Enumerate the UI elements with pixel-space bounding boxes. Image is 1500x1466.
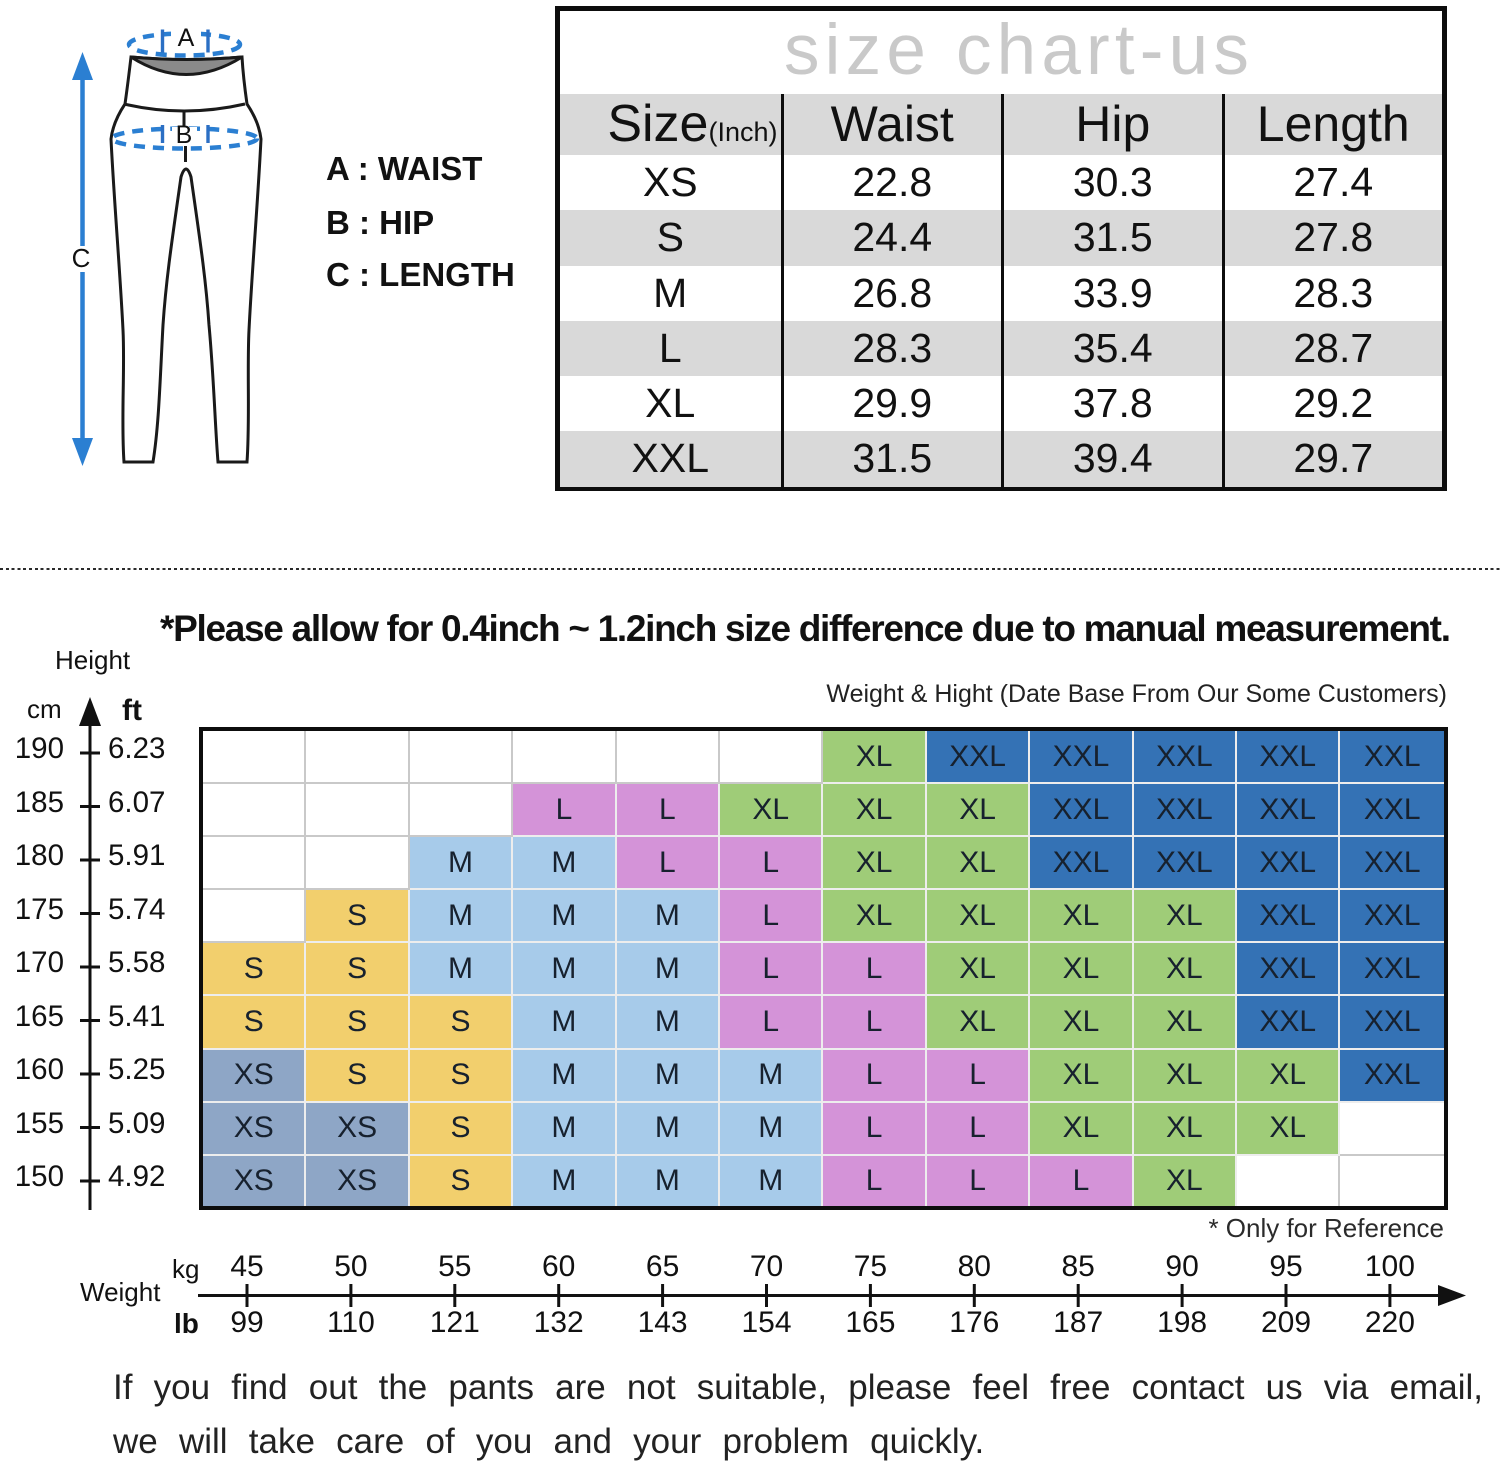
svg-text:A: A xyxy=(178,24,195,52)
svg-text:C: C xyxy=(72,243,91,273)
svg-text:B: B xyxy=(176,121,193,149)
